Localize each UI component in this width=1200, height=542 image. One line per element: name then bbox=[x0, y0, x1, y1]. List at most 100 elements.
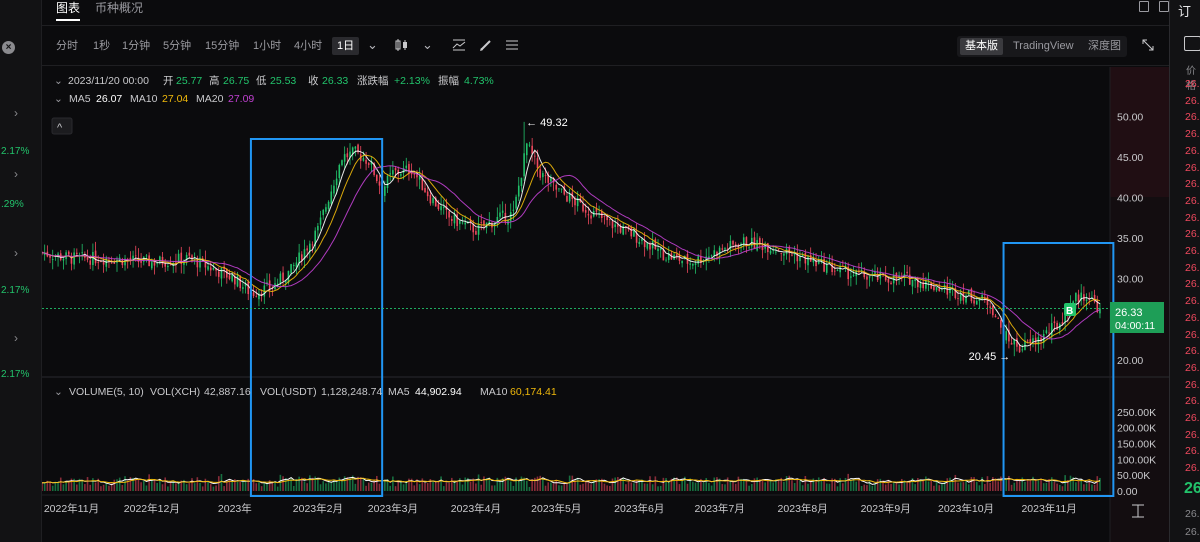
volume-tick-label: 100.00K bbox=[1117, 454, 1156, 466]
volume-bar bbox=[394, 486, 397, 491]
volume-bar bbox=[343, 476, 346, 491]
interval-15m[interactable]: 15分钟 bbox=[205, 40, 240, 52]
candle-body bbox=[839, 266, 841, 273]
volume-bar bbox=[459, 478, 461, 491]
candle-body bbox=[1000, 320, 1002, 328]
volume-bar bbox=[1045, 482, 1048, 491]
volume-bar bbox=[871, 485, 874, 491]
collapse-button[interactable]: ^ bbox=[51, 117, 73, 135]
volume-bar bbox=[949, 477, 951, 491]
interval-4h[interactable]: 4小时 bbox=[294, 40, 323, 52]
tab-overview[interactable]: 币种概况 bbox=[95, 1, 144, 15]
candle-body bbox=[292, 265, 295, 266]
close-icon[interactable]: × bbox=[2, 41, 15, 54]
candle-body bbox=[1077, 294, 1080, 303]
candle-body bbox=[986, 296, 989, 306]
candle-body bbox=[812, 258, 815, 263]
reset-scale-icon[interactable] bbox=[1132, 504, 1144, 518]
candle-body bbox=[528, 144, 531, 146]
candle-body bbox=[102, 261, 105, 265]
volume-bar bbox=[659, 485, 662, 491]
tab-chart[interactable]: 图表 bbox=[56, 0, 81, 21]
interval-1d[interactable]: 1日 bbox=[332, 37, 360, 55]
interval-1s[interactable]: 1秒 bbox=[93, 40, 111, 52]
volume-bar bbox=[1091, 484, 1093, 491]
interval-timeline[interactable]: 分时 bbox=[56, 40, 78, 52]
candle-body bbox=[981, 295, 983, 300]
view-basic[interactable]: 基本版 bbox=[960, 38, 1003, 55]
volume-legend: ⌄ VOLUME(5, 10) VOL(XCH) 42,887.16 VOL(U… bbox=[54, 386, 557, 398]
candle-body bbox=[617, 224, 619, 227]
interval-5m[interactable]: 5分钟 bbox=[163, 40, 192, 52]
volume-bar bbox=[1032, 476, 1034, 491]
volume-bar bbox=[400, 480, 402, 491]
chevron-down-icon[interactable]: ⌄ bbox=[422, 37, 433, 52]
volume-tick-label: 200.00K bbox=[1117, 423, 1156, 435]
volume-bar bbox=[670, 478, 673, 491]
view-mode-switch: 基本版 TradingView 深度图 bbox=[957, 36, 1127, 57]
volume-bar bbox=[563, 482, 566, 491]
volume-bar bbox=[801, 485, 804, 491]
candle-body bbox=[590, 215, 592, 219]
candle-body bbox=[1048, 332, 1050, 334]
candle-body bbox=[459, 220, 461, 224]
chevron-right-icon[interactable]: › bbox=[14, 331, 18, 345]
volume-bar bbox=[681, 478, 683, 491]
window-icon[interactable] bbox=[1139, 1, 1149, 12]
candle-body bbox=[504, 212, 507, 223]
volume-bar bbox=[842, 483, 844, 491]
volume-bar bbox=[255, 483, 258, 491]
candle-body bbox=[925, 280, 927, 289]
candle-body bbox=[871, 273, 874, 275]
candle-body bbox=[574, 198, 576, 206]
candle-body bbox=[611, 221, 614, 229]
candle-body bbox=[509, 212, 512, 222]
price-chart[interactable]: 20.00 30.00 35.00 40.00 45.00 50.00 0.00 50.00… bbox=[41, 67, 1169, 542]
volume-bar bbox=[220, 473, 223, 491]
chevron-down-icon[interactable]: ⌄ bbox=[367, 37, 378, 52]
settings-list-icon[interactable] bbox=[505, 39, 519, 55]
volume-collapse-icon[interactable]: ⌄ bbox=[54, 386, 63, 398]
volume-bar bbox=[199, 482, 201, 491]
chevron-right-icon[interactable]: › bbox=[14, 246, 18, 260]
volume-bar bbox=[898, 484, 900, 491]
volume-bar bbox=[986, 476, 989, 491]
candle-body bbox=[783, 253, 785, 256]
candle-body bbox=[930, 282, 933, 289]
candle-body bbox=[764, 245, 766, 249]
candle-body bbox=[678, 254, 681, 261]
volume-bar bbox=[866, 485, 868, 491]
view-depth[interactable]: 深度图 bbox=[1088, 40, 1121, 52]
volume-bar bbox=[373, 479, 375, 491]
volume-bar bbox=[651, 484, 654, 491]
volume-bar bbox=[102, 484, 105, 491]
candle-body bbox=[408, 163, 410, 174]
volume-bar bbox=[303, 481, 306, 491]
interval-1h[interactable]: 1小时 bbox=[253, 40, 282, 52]
layout-icon[interactable] bbox=[1184, 36, 1200, 51]
volume-bar bbox=[467, 477, 469, 491]
candle-body bbox=[525, 143, 528, 156]
legend-collapse-icon[interactable]: ⌄ bbox=[54, 75, 63, 87]
volume-bar bbox=[450, 477, 453, 491]
view-tradingview[interactable]: TradingView bbox=[1013, 40, 1074, 52]
volume-bar bbox=[437, 480, 440, 491]
buy-marker[interactable]: B bbox=[1064, 303, 1076, 317]
volume-bar bbox=[721, 484, 724, 491]
order-book-title[interactable]: 订 bbox=[1178, 4, 1192, 19]
window-icon[interactable] bbox=[1159, 1, 1169, 12]
volume-bar bbox=[933, 485, 935, 491]
volume-bar bbox=[678, 484, 681, 491]
candle-body bbox=[732, 241, 734, 245]
volume-bar bbox=[1067, 479, 1069, 491]
indicator-icon[interactable] bbox=[452, 39, 466, 55]
fullscreen-icon[interactable] bbox=[1142, 39, 1154, 55]
chevron-right-icon[interactable]: › bbox=[14, 106, 18, 120]
ma-collapse-icon[interactable]: ⌄ bbox=[54, 93, 63, 105]
volume-bar bbox=[362, 479, 365, 491]
pencil-icon[interactable] bbox=[479, 39, 492, 56]
volume-bar bbox=[895, 482, 898, 491]
interval-1m[interactable]: 1分钟 bbox=[122, 40, 151, 52]
chevron-right-icon[interactable]: › bbox=[14, 167, 18, 181]
candlestick-icon[interactable] bbox=[395, 39, 409, 55]
